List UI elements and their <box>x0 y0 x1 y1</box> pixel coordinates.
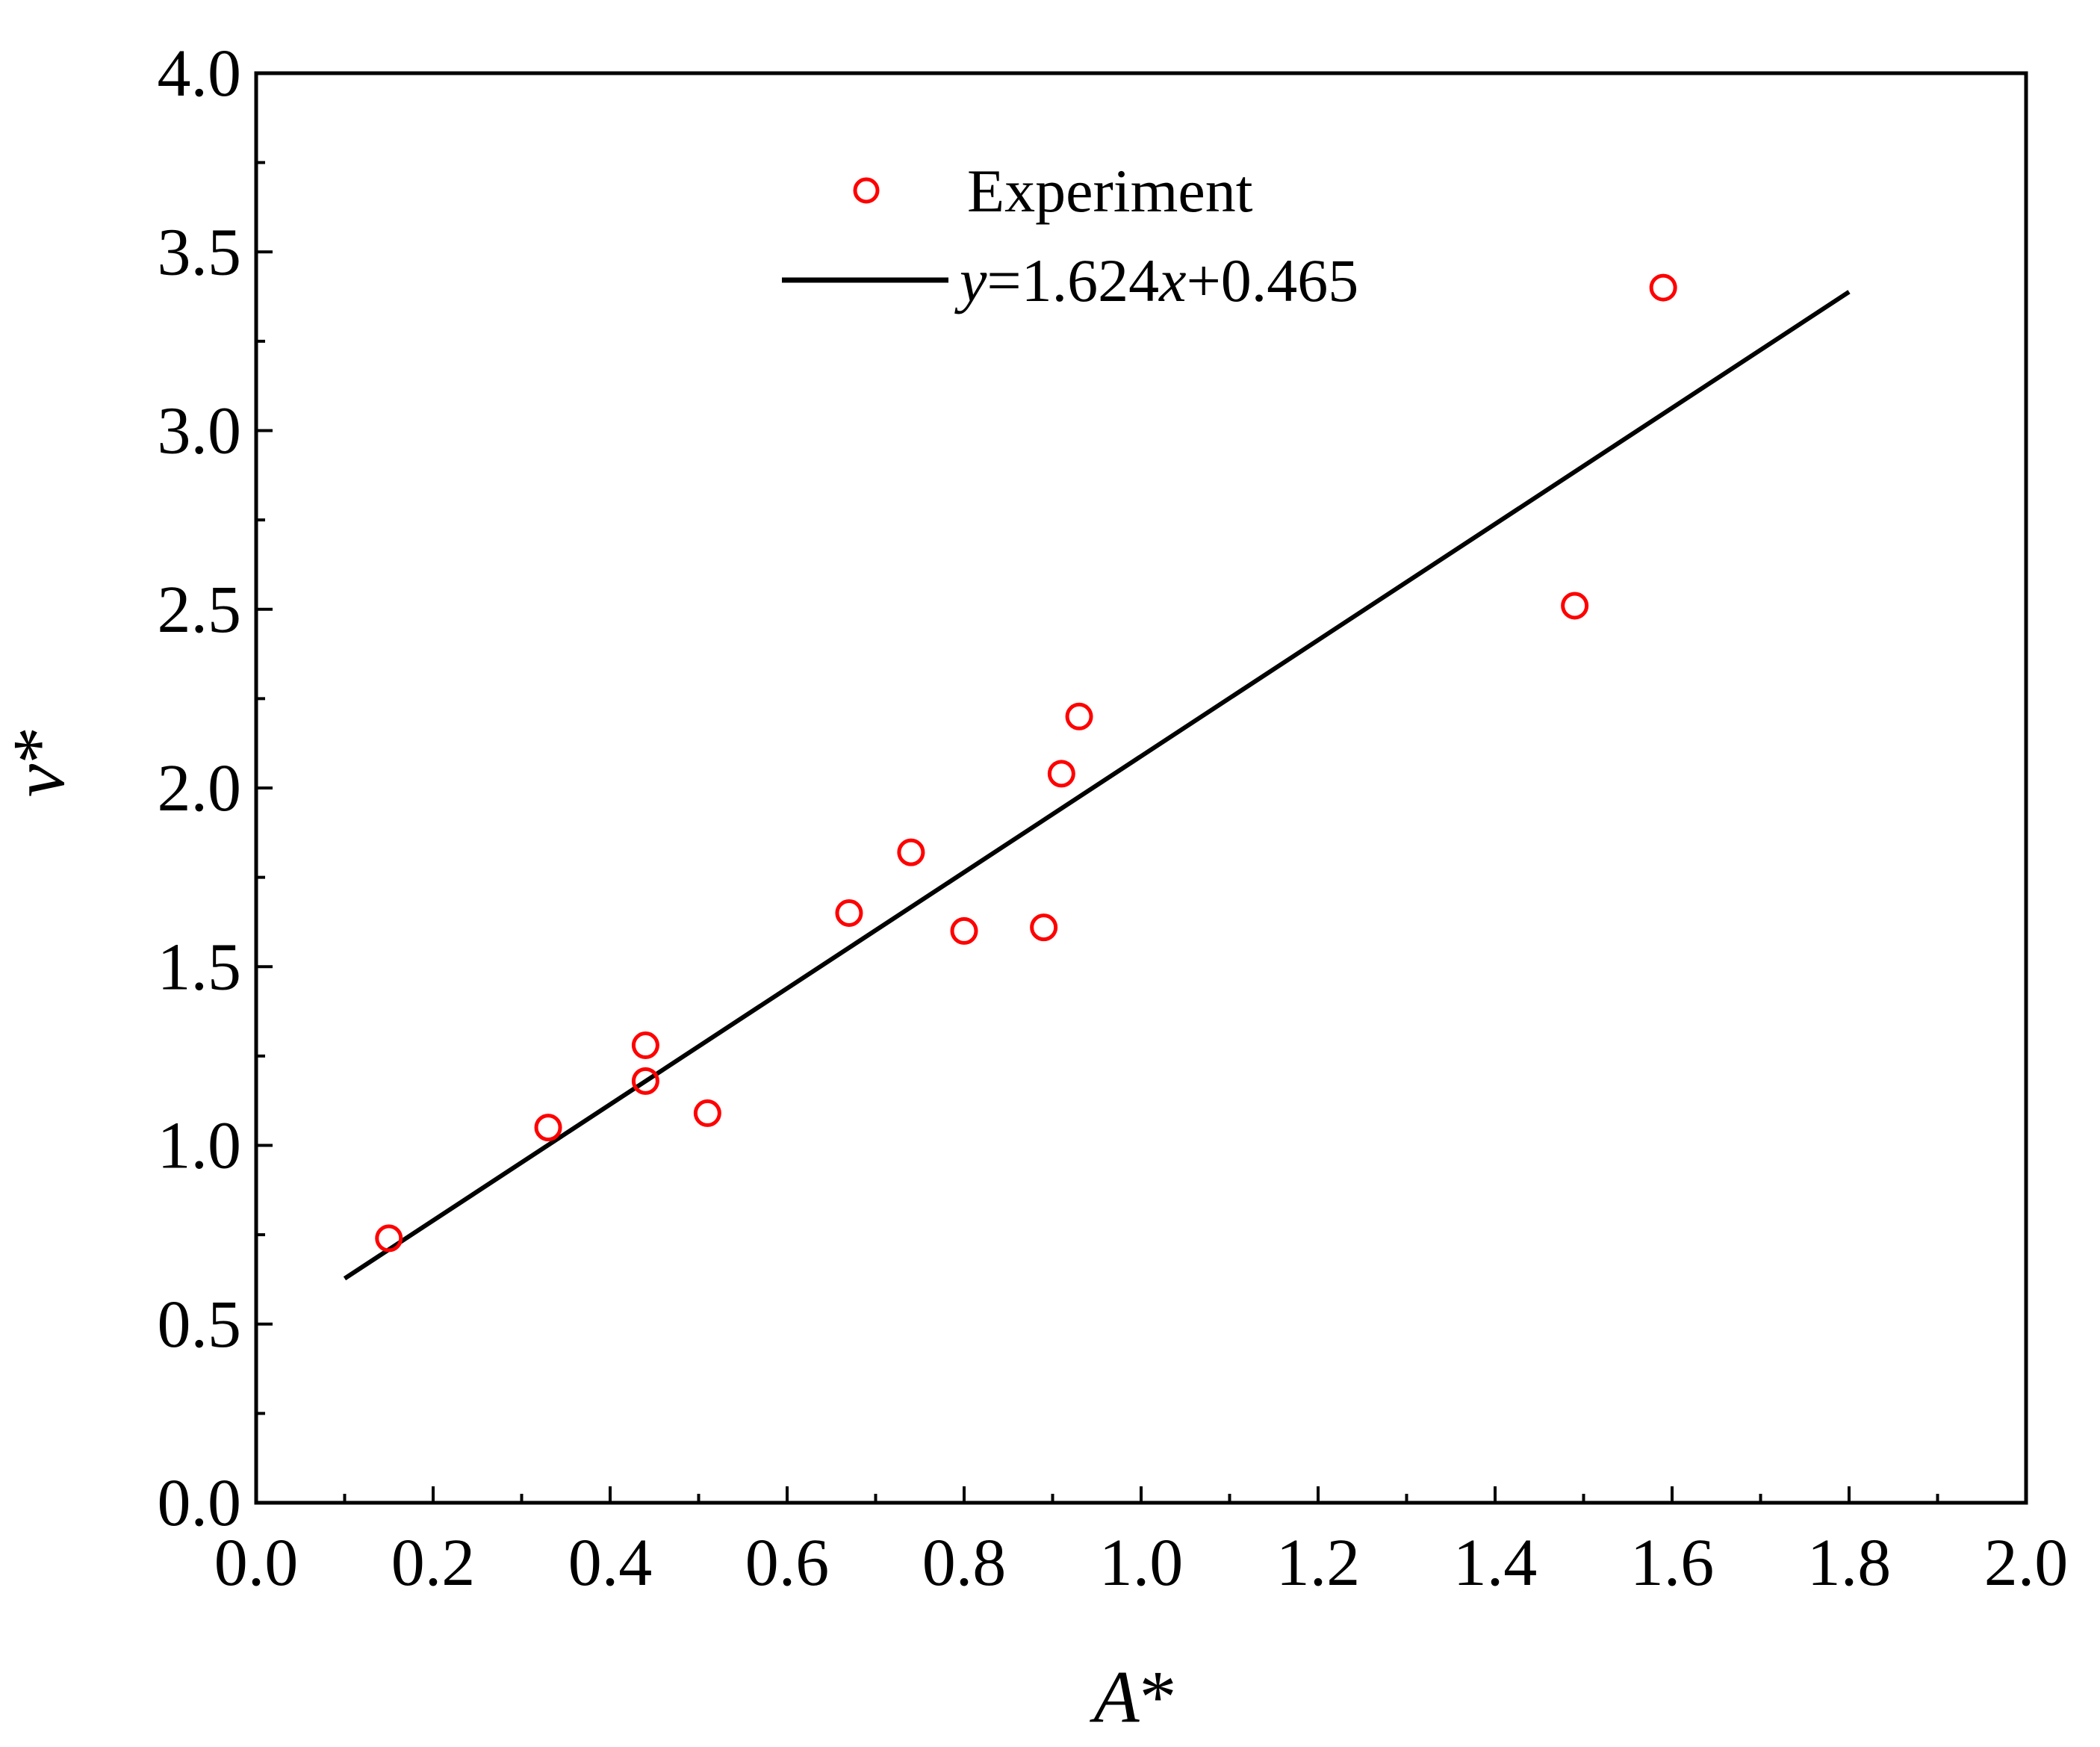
data-point <box>631 1067 659 1095</box>
fit-line <box>343 290 1851 1281</box>
y-tick-label: 2.5 <box>158 573 242 647</box>
y-tick-label: 4.0 <box>158 37 242 111</box>
data-point <box>693 1099 721 1127</box>
data-point <box>1649 273 1677 302</box>
x-tick-label: 0.4 <box>568 1526 653 1600</box>
x-tick-label: 1.8 <box>1807 1526 1892 1600</box>
x-tick-label: 0.0 <box>214 1526 299 1600</box>
data-point <box>375 1224 403 1253</box>
y-axis-title: v* <box>0 727 80 797</box>
y-tick-label: 1.5 <box>158 930 242 1004</box>
legend-fit-y: y <box>954 246 987 314</box>
data-point <box>631 1031 659 1060</box>
legend-fit-label: y=1.624x+0.465 <box>954 246 1358 314</box>
legend-fit-x: x <box>1158 246 1186 314</box>
y-axis: 0.0 0.5 1.0 1.5 2.0 2.5 3.0 3.5 4.0 <box>158 37 273 1540</box>
x-tick-label: 0.8 <box>922 1526 1007 1600</box>
data-point <box>835 899 863 927</box>
data-point <box>1047 760 1075 788</box>
data-point <box>1030 913 1058 942</box>
y-tick-label: 0.0 <box>158 1466 242 1540</box>
y-tick-label: 2.0 <box>158 751 242 825</box>
y-tick-label: 0.5 <box>158 1288 242 1362</box>
x-tick-label: 0.2 <box>391 1526 476 1600</box>
x-tick-label: 0.6 <box>745 1526 830 1600</box>
x-axis-title-suffix: * <box>1140 1655 1177 1738</box>
x-tick-label: 2.0 <box>1984 1526 2069 1600</box>
y-tick-label: 3.5 <box>158 215 242 289</box>
legend-experiment-label: Experiment <box>967 157 1253 225</box>
y-tick-label: 3.0 <box>158 394 242 468</box>
x-tick-label: 1.2 <box>1276 1526 1361 1600</box>
x-tick-label: 1.4 <box>1453 1526 1538 1600</box>
legend-fit-intercept: +0.465 <box>1187 246 1359 314</box>
x-axis: 0.0 0.2 0.4 0.6 0.8 1.0 1.2 1.4 1.6 1.8 2.0 <box>214 1486 2069 1600</box>
y-tick-label: 1.0 <box>158 1109 242 1183</box>
y-axis-title-main: v <box>0 763 80 797</box>
x-axis-title: A* <box>1089 1655 1176 1738</box>
data-point <box>950 916 978 945</box>
y-axis-title-suffix: * <box>0 727 80 764</box>
data-point <box>1561 592 1589 620</box>
legend: Experiment y=1.624x+0.465 <box>782 157 1358 314</box>
legend-fit-slope: =1.624 <box>987 246 1159 314</box>
x-axis-title-main: A <box>1089 1655 1140 1738</box>
data-point <box>1065 702 1093 730</box>
data-point <box>897 838 925 866</box>
x-tick-label: 1.0 <box>1099 1526 1184 1600</box>
x-tick-label: 1.6 <box>1630 1526 1715 1600</box>
data-point <box>534 1114 562 1142</box>
legend-experiment-marker <box>853 177 880 204</box>
